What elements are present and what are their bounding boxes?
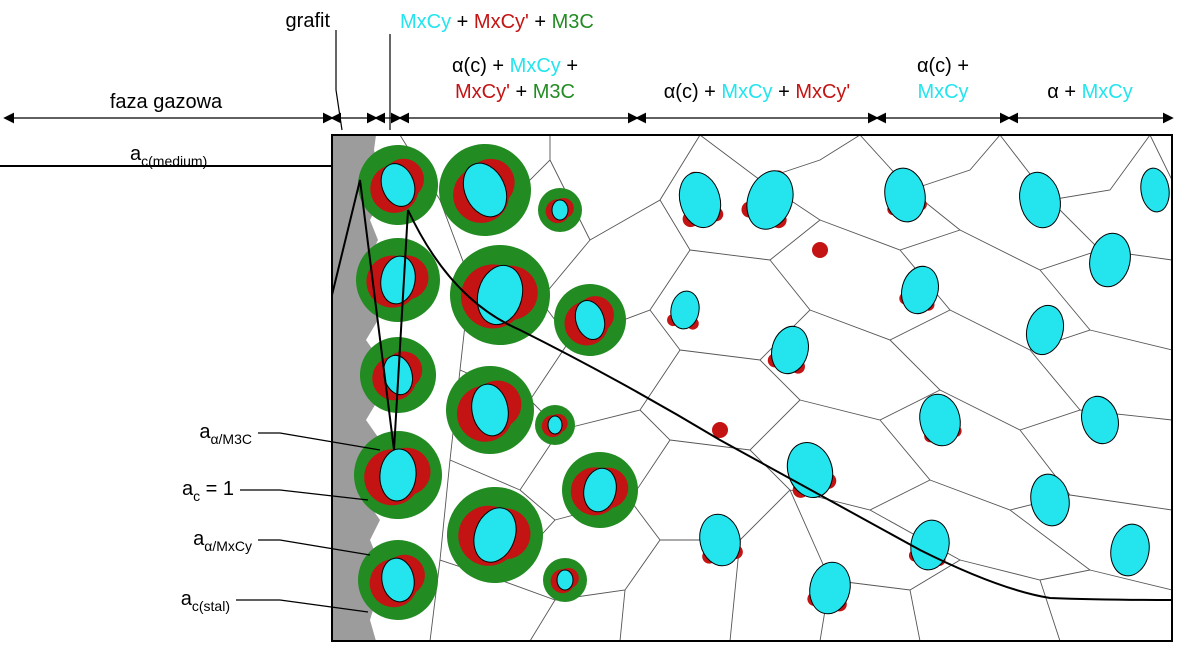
label-zone2-line1: α(c) + MxCy +: [452, 55, 578, 77]
label-zone2-line2: MxCy' + M3C: [455, 81, 575, 103]
label-a-alpha-mxcy: aα/MxCy: [193, 528, 252, 554]
carbide-secondary: [812, 242, 828, 258]
label-zone5: α + MxCy: [1047, 81, 1132, 103]
carbide-cluster: [538, 188, 582, 232]
label-zone4-line1: α(c) +: [917, 55, 969, 77]
label-zone3: α(c) + MxCy + MxCy': [664, 81, 851, 103]
leader-line: [336, 30, 342, 130]
label-grafit: grafit: [286, 10, 331, 32]
label-ac-1: ac = 1: [182, 478, 234, 504]
label-zone1: MxCy + MxCy' + M3C: [400, 11, 594, 33]
label-a-alpha-m3c: aα/M3C: [199, 421, 252, 447]
carbide-cluster: [543, 558, 587, 602]
label-ac-medium: ac(medium): [130, 143, 207, 169]
label-faza-gazowa: faza gazowa: [110, 91, 223, 113]
carbide-cluster: [535, 405, 575, 445]
label-ac-stal: ac(stal): [181, 588, 230, 614]
metal-dusting-diagram: faza gazowa grafit MxCy + MxCy' + M3C α(c) …: [0, 0, 1182, 656]
label-zone4-line2: MxCy: [917, 81, 968, 103]
